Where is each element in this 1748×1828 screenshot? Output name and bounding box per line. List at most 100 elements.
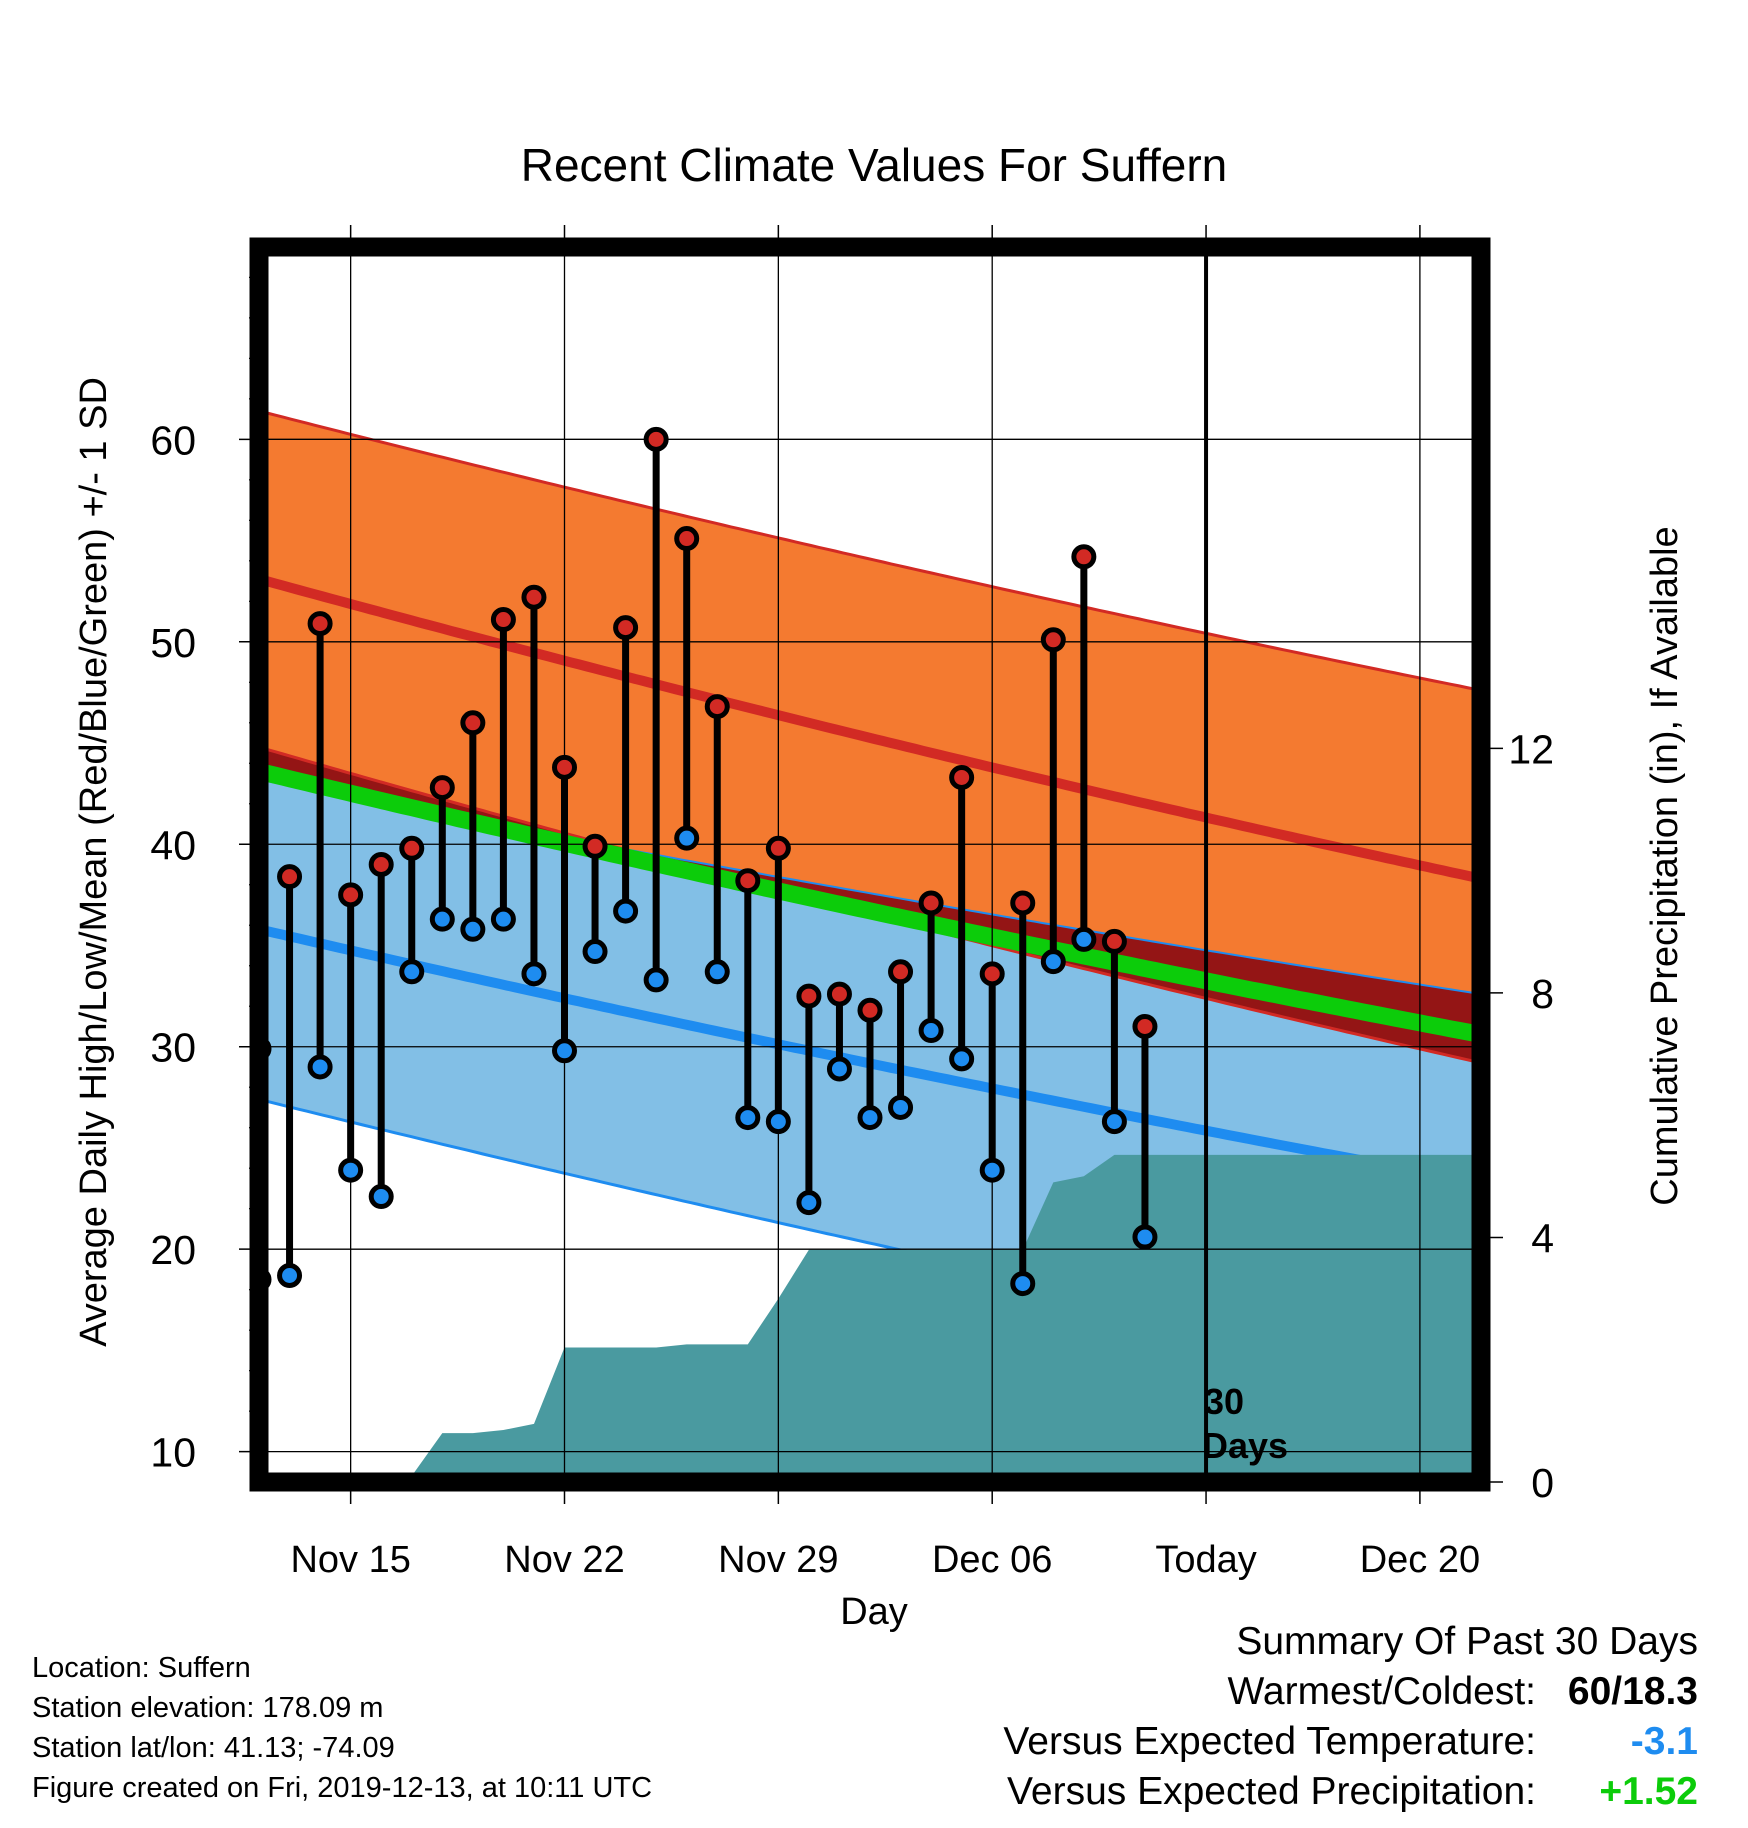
annotation-days: Days [1202, 1425, 1288, 1466]
high-band-upper-edge [259, 409, 1476, 691]
observed-high-point [307, 611, 333, 637]
observed-high-point [949, 764, 975, 790]
station-location: Location: Suffern [32, 1652, 251, 1684]
chart-title: Recent Climate Values For Suffern [521, 139, 1228, 191]
observed-low-point [643, 967, 669, 993]
temp-deviation-label: Versus Expected Temperature: [1003, 1720, 1536, 1763]
observed-low-point [857, 1105, 883, 1131]
observed-low-point [704, 959, 730, 985]
observed-low-point [399, 959, 425, 985]
precip-deviation-label: Versus Expected Precipitation: [1007, 1770, 1536, 1813]
observed-low-point [1101, 1109, 1127, 1135]
observed-high-point [490, 607, 516, 633]
station-latlon: Station lat/lon: 41.13; -74.09 [32, 1732, 395, 1764]
observed-high-point [796, 983, 822, 1009]
observed-low-point [674, 825, 700, 851]
observed-low-point [582, 939, 608, 965]
observed-low-point [368, 1184, 394, 1210]
annotation-30: 30 [1204, 1381, 1244, 1422]
observed-low-point [277, 1262, 303, 1288]
y-tick-label: 40 [150, 822, 196, 868]
observed-low-point [949, 1046, 975, 1072]
observed-low-point [1071, 926, 1097, 952]
observed-low-point [613, 898, 639, 924]
summary-warmest-row: Warmest/Coldest: 60/18.3 [1003, 1670, 1698, 1720]
warmest-value: 60/18.3 [1567, 1670, 1698, 1713]
observed-high-point [857, 997, 883, 1023]
observed-low-point [735, 1105, 761, 1131]
observed-high-point [704, 694, 730, 720]
observed-low-point [521, 961, 547, 987]
station-elevation: Station elevation: 178.09 m [32, 1692, 384, 1724]
observed-low-point [918, 1018, 944, 1044]
y-axis-label: Average Daily High/Low/Mean (Red/Blue/Gr… [73, 377, 115, 1347]
observed-high-point [1010, 890, 1036, 916]
observed-low-point [765, 1109, 791, 1135]
temp-deviation-value: -3.1 [1630, 1720, 1698, 1763]
observed-high-point [429, 775, 455, 801]
observed-low-point [1040, 949, 1066, 975]
observed-low-point [1132, 1224, 1158, 1250]
x-tick-label: Dec 20 [1360, 1539, 1480, 1581]
observed-low-point [307, 1054, 333, 1080]
observed-high-point [521, 584, 547, 610]
y2-tick-label: 8 [1531, 971, 1554, 1017]
y2-tick-label: 0 [1531, 1460, 1554, 1506]
observed-high-point [826, 981, 852, 1007]
station-info: Location: Suffern Station elevation: 178… [32, 1648, 652, 1808]
observed-high-point [338, 882, 364, 908]
observed-high-point [460, 710, 486, 736]
x-tick-label: Nov 22 [504, 1539, 624, 1581]
observed-low-point [826, 1056, 852, 1082]
observed-low-point [490, 906, 516, 932]
observed-low-point [796, 1190, 822, 1216]
y-tick-label: 30 [150, 1025, 196, 1071]
observed-low-point [338, 1157, 364, 1183]
axes: 10 20 30 40 50 60 0 4 8 12 Nov 15 Nov 22 Nov 29 Dec 0… [150, 225, 1554, 1581]
observed-high-point [918, 890, 944, 916]
observed-high-point [1101, 928, 1127, 954]
plot-content [259, 247, 1481, 1482]
observed-low-point [888, 1094, 914, 1120]
x-tick-label: Nov 15 [290, 1539, 410, 1581]
normal-high-line [259, 574, 1477, 883]
observed-low-point [429, 906, 455, 932]
observed-high-point [735, 868, 761, 894]
observed-low-point [460, 916, 486, 942]
observed-high-point [613, 615, 639, 641]
observed-high-point [765, 835, 791, 861]
summary-panel: Summary Of Past 30 Days Warmest/Coldest:… [1003, 1620, 1698, 1820]
observed-high-point [1132, 1013, 1158, 1039]
observed-high-point [674, 526, 700, 552]
normal-mean-line [259, 763, 1477, 1042]
y-tick-label: 20 [150, 1227, 196, 1273]
observed-high-point [1040, 627, 1066, 653]
observed-high-point [1071, 544, 1097, 570]
summary-temp-row: Versus Expected Temperature: -3.1 [1003, 1720, 1698, 1770]
precip-deviation-value: +1.52 [1599, 1770, 1698, 1813]
observed-high-point [979, 961, 1005, 987]
observed-high-point [368, 852, 394, 877]
observed-high-point [643, 426, 669, 452]
y2-axis-label: Cumulative Precipitation (in), If Availa… [1644, 526, 1686, 1205]
plot-area [259, 247, 1481, 1482]
y-tick-label: 10 [150, 1430, 196, 1476]
plot-frame [249, 237, 1491, 1492]
figure-created: Figure created on Fri, 2019-12-13, at 10… [32, 1772, 653, 1804]
summary-heading-row: Summary Of Past 30 Days [1003, 1620, 1698, 1670]
y-tick-label: 60 [150, 417, 196, 463]
observed-low-point [1010, 1271, 1036, 1297]
observed-high-point [399, 835, 425, 861]
y-tick-label: 50 [150, 620, 196, 666]
summary-precip-row: Versus Expected Precipitation: +1.52 [1003, 1770, 1698, 1820]
summary-heading: Summary Of Past 30 Days [1236, 1620, 1698, 1663]
observed-low-point [979, 1157, 1005, 1183]
y2-tick-label: 4 [1531, 1215, 1554, 1261]
x-tick-label: Dec 06 [932, 1539, 1052, 1581]
x-tick-label: Nov 29 [718, 1539, 838, 1581]
y2-tick-label: 12 [1508, 726, 1554, 772]
x-tick-label: Today [1155, 1539, 1256, 1581]
x-axis-label: Day [840, 1591, 908, 1633]
observed-high-point [552, 754, 577, 780]
